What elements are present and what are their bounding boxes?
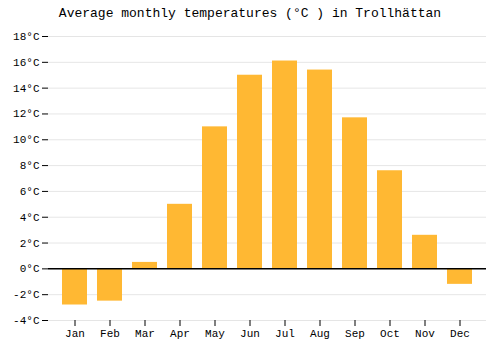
svg-text:Jun: Jun (240, 328, 260, 340)
svg-text:Aug: Aug (310, 328, 330, 340)
svg-text:Sep: Sep (345, 328, 365, 340)
svg-text:14°C: 14°C (13, 83, 40, 95)
svg-text:Jul: Jul (275, 328, 295, 340)
svg-text:-4°C: -4°C (13, 315, 40, 327)
svg-text:12°C: 12°C (13, 108, 40, 120)
svg-text:-2°C: -2°C (13, 289, 40, 301)
svg-text:Oct: Oct (380, 328, 400, 340)
svg-text:6°C: 6°C (20, 186, 40, 198)
svg-text:Jan: Jan (65, 328, 85, 340)
svg-text:Dec: Dec (450, 328, 470, 340)
svg-text:2°C: 2°C (20, 238, 40, 250)
svg-text:Nov: Nov (415, 328, 435, 340)
svg-text:8°C: 8°C (20, 160, 40, 172)
svg-text:0°C: 0°C (20, 263, 40, 275)
html-text:Average monthly temperatures (: Average monthly temperatures (°C ) in Tr… (58, 6, 442, 21)
svg-text:Apr: Apr (170, 328, 190, 340)
svg-text:4°C: 4°C (20, 212, 40, 224)
svg-text:10°C: 10°C (13, 134, 40, 146)
svg-text:May: May (205, 328, 225, 340)
svg-text:Feb: Feb (100, 328, 120, 340)
svg-text:Mar: Mar (135, 328, 155, 340)
svg-text:16°C: 16°C (13, 57, 40, 69)
svg-text:18°C: 18°C (13, 31, 40, 43)
